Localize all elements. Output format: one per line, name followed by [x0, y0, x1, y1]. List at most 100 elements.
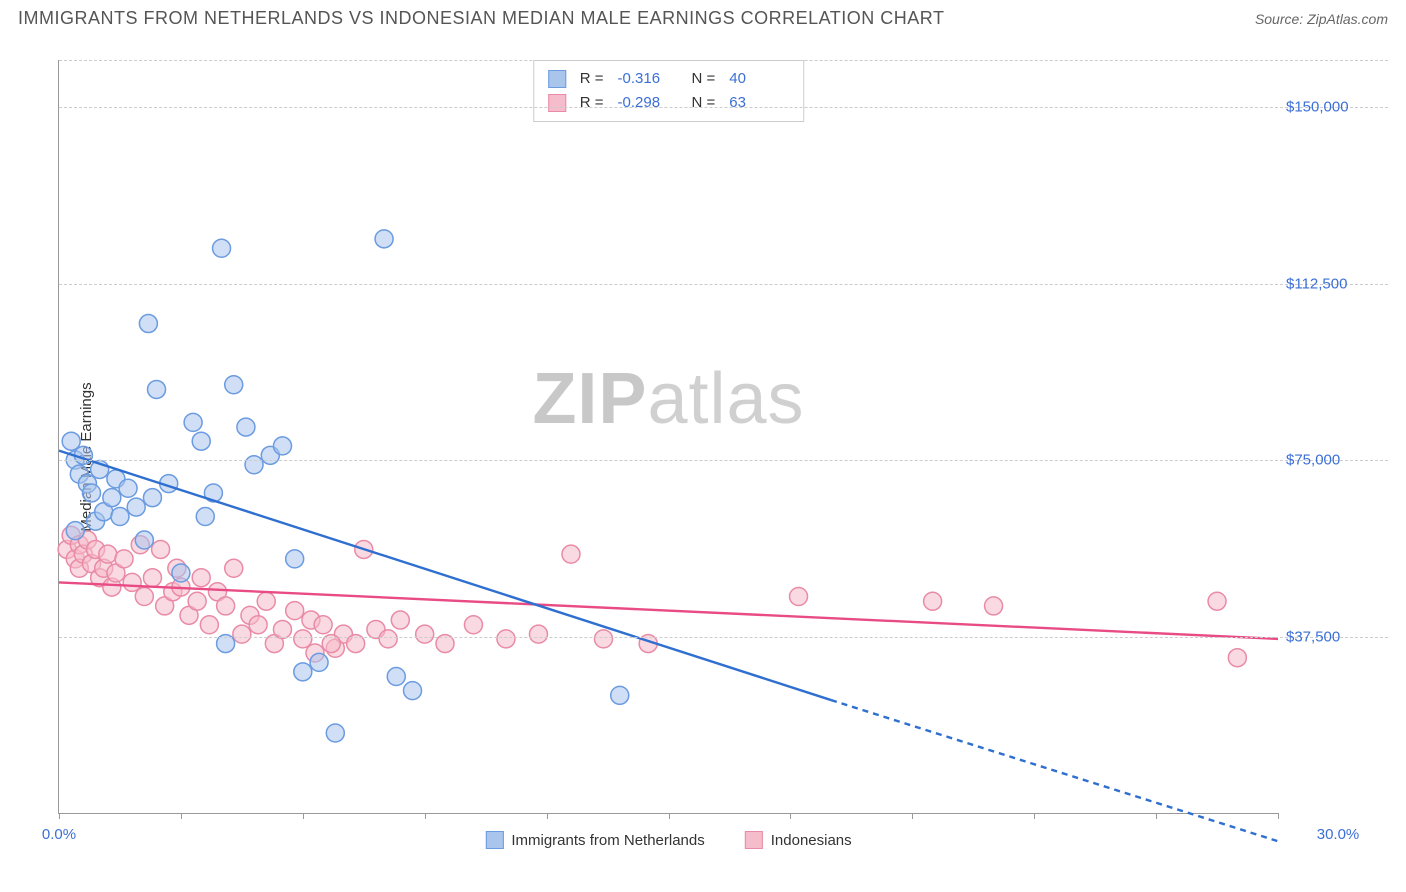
stats-b-n-label: N = — [692, 91, 716, 115]
x-tick — [425, 813, 426, 819]
scatter-point — [497, 630, 515, 648]
scatter-point — [245, 456, 263, 474]
scatter-point — [924, 592, 942, 610]
scatter-point — [529, 625, 547, 643]
scatter-point — [249, 616, 267, 634]
scatter-point — [213, 239, 231, 257]
scatter-point — [66, 522, 84, 540]
scatter-point — [286, 550, 304, 568]
gridline-h — [59, 60, 1388, 61]
scatter-point — [286, 602, 304, 620]
scatter-point — [233, 625, 251, 643]
scatter-point — [237, 418, 255, 436]
scatter-point — [123, 573, 141, 591]
scatter-point — [379, 630, 397, 648]
scatter-point — [1228, 649, 1246, 667]
scatter-point — [62, 432, 80, 450]
scatter-point — [294, 630, 312, 648]
x-tick — [1034, 813, 1035, 819]
legend-label-series-b: Indonesians — [771, 832, 852, 849]
scatter-point — [83, 484, 101, 502]
chart-title: IMMIGRANTS FROM NETHERLANDS VS INDONESIA… — [18, 8, 944, 29]
scatter-point — [464, 616, 482, 634]
swatch-series-b — [548, 94, 566, 112]
scatter-point — [387, 668, 405, 686]
stats-a-n-label: N = — [692, 67, 716, 91]
y-tick-label: $37,500 — [1286, 628, 1386, 645]
scatter-point — [111, 508, 129, 526]
scatter-point — [225, 559, 243, 577]
x-tick — [1278, 813, 1279, 819]
source-label: Source: — [1255, 11, 1303, 27]
scatter-point — [99, 545, 117, 563]
source-value: ZipAtlas.com — [1307, 11, 1388, 27]
scatter-point — [790, 588, 808, 606]
gridline-h — [59, 460, 1388, 461]
scatter-point — [416, 625, 434, 643]
scatter-point — [200, 616, 218, 634]
scatter-point — [143, 489, 161, 507]
scatter-point — [391, 611, 409, 629]
regression-line — [831, 700, 1278, 841]
scatter-point — [115, 550, 133, 568]
chart-area: Median Male Earnings ZIPatlas R = -0.316… — [18, 40, 1388, 874]
scatter-point — [152, 540, 170, 558]
stats-a-n-value: 40 — [729, 67, 789, 91]
source-attribution: Source: ZipAtlas.com — [1255, 11, 1388, 27]
scatter-point — [143, 569, 161, 587]
scatter-point — [314, 616, 332, 634]
scatter-point — [225, 376, 243, 394]
x-tick — [790, 813, 791, 819]
stats-legend-box: R = -0.316 N = 40 R = -0.298 N = 63 — [533, 60, 805, 122]
scatter-point — [103, 489, 121, 507]
scatter-point — [594, 630, 612, 648]
scatter-point — [217, 597, 235, 615]
scatter-point — [192, 569, 210, 587]
scatter-point — [196, 508, 214, 526]
scatter-point — [135, 588, 153, 606]
scatter-point — [375, 230, 393, 248]
x-tick — [912, 813, 913, 819]
scatter-point — [257, 592, 275, 610]
x-tick-label: 30.0% — [1317, 826, 1360, 843]
scatter-point — [184, 413, 202, 431]
x-tick-label: 0.0% — [42, 826, 76, 843]
scatter-point — [611, 686, 629, 704]
scatter-point — [172, 564, 190, 582]
scatter-point — [148, 380, 166, 398]
stats-b-r-value: -0.298 — [618, 91, 678, 115]
x-tick — [547, 813, 548, 819]
scatter-point — [326, 724, 344, 742]
scatter-point — [192, 432, 210, 450]
stats-a-r-label: R = — [580, 67, 604, 91]
gridline-h — [59, 107, 1388, 108]
scatter-point — [985, 597, 1003, 615]
legend-label-series-a: Immigrants from Netherlands — [511, 832, 704, 849]
legend-item-series-b: Indonesians — [745, 831, 852, 849]
scatter-point — [294, 663, 312, 681]
scatter-point — [1208, 592, 1226, 610]
scatter-point — [135, 531, 153, 549]
scatter-point — [127, 498, 145, 516]
scatter-point — [188, 592, 206, 610]
swatch-series-b-bottom — [745, 831, 763, 849]
gridline-h — [59, 284, 1388, 285]
y-tick-label: $75,000 — [1286, 452, 1386, 469]
y-tick-label: $150,000 — [1286, 99, 1386, 116]
gridline-h — [59, 637, 1388, 638]
scatter-point — [310, 653, 328, 671]
plot-svg — [59, 60, 1278, 813]
x-tick — [669, 813, 670, 819]
scatter-point — [273, 437, 291, 455]
plot-region: ZIPatlas R = -0.316 N = 40 R = -0.298 N … — [58, 60, 1278, 814]
stats-row-series-b: R = -0.298 N = 63 — [548, 91, 790, 115]
x-tick — [303, 813, 304, 819]
scatter-point — [139, 315, 157, 333]
x-tick — [59, 813, 60, 819]
stats-a-r-value: -0.316 — [618, 67, 678, 91]
swatch-series-a-bottom — [485, 831, 503, 849]
scatter-point — [404, 682, 422, 700]
legend-item-series-a: Immigrants from Netherlands — [485, 831, 704, 849]
stats-b-r-label: R = — [580, 91, 604, 115]
y-tick-label: $112,500 — [1286, 275, 1386, 292]
